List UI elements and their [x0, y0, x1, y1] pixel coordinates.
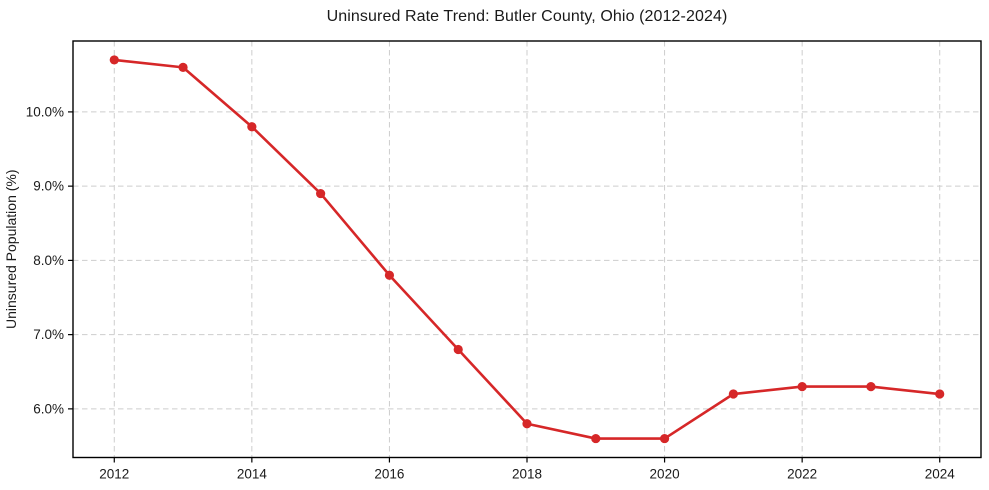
y-tick-label: 6.0%: [33, 401, 64, 416]
x-tick-label: 2024: [925, 467, 956, 482]
x-tick-label: 2016: [374, 467, 404, 482]
x-axis: 2012 2014 2016 2018 2020 2022 2024: [99, 457, 956, 482]
x-tick-label: 2012: [99, 467, 129, 482]
data-point: [109, 55, 119, 65]
data-point: [935, 389, 945, 399]
chart-title: Uninsured Rate Trend: Butler County, Ohi…: [326, 8, 728, 25]
y-tick-label: 10.0%: [26, 104, 64, 119]
data-point: [728, 389, 738, 399]
y-tick-label: 9.0%: [33, 179, 64, 194]
data-point: [178, 62, 188, 72]
data-point: [866, 381, 876, 392]
data-point: [591, 433, 601, 444]
data-point: [453, 344, 463, 355]
data-point: [659, 433, 670, 444]
data-point: [797, 381, 807, 392]
y-tick-label: 8.0%: [33, 253, 64, 268]
x-tick-label: 2018: [512, 467, 542, 482]
y-axis-label: Uninsured Population (%): [3, 169, 19, 329]
data-point: [384, 270, 395, 280]
data-point: [247, 122, 257, 132]
data-point: [316, 188, 326, 199]
y-axis: 6.0% 7.0% 8.0% 9.0% 10.0%: [26, 104, 73, 416]
x-tick-label: 2014: [237, 467, 268, 482]
x-tick-label: 2022: [787, 467, 817, 482]
x-tick-label: 2020: [650, 467, 680, 482]
data-point: [522, 419, 532, 429]
gridlines: [73, 41, 981, 458]
data-points: [109, 55, 945, 444]
y-tick-label: 7.0%: [33, 327, 64, 342]
